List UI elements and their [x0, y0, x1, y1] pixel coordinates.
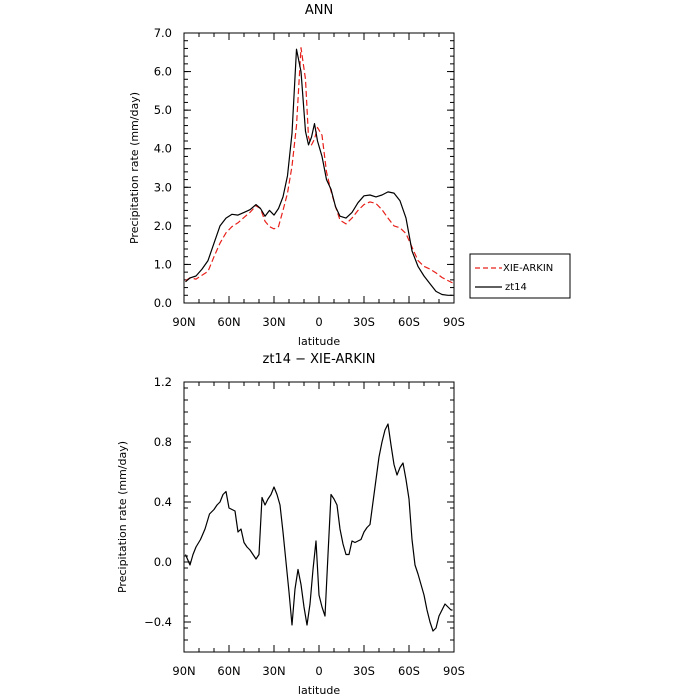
x-tick-label: 90N	[172, 315, 195, 329]
top-chart-title: ANN	[305, 3, 333, 18]
bottom-x-axis-label: latitude	[298, 684, 340, 697]
x-tick-label: 60N	[217, 664, 240, 678]
bottom-series-lines	[184, 423, 453, 632]
x-tick-label: 0	[315, 664, 322, 678]
y-tick-label: −0.4	[144, 615, 172, 629]
top-x-axis-label: latitude	[298, 335, 340, 348]
x-tick-label: 60S	[398, 664, 420, 678]
top-y-axis-label: Precipitation rate (mm/day)	[128, 92, 141, 244]
x-tick-label: 60N	[217, 315, 240, 329]
legend-label-zt14: zt14	[505, 282, 527, 293]
y-tick-label: 1.0	[154, 257, 172, 271]
series-line-xie-arkin	[185, 47, 453, 284]
x-tick-label: 30S	[353, 664, 375, 678]
x-tick-label: 60S	[398, 315, 420, 329]
legend: XIE-ARKIN zt14	[469, 253, 571, 299]
top-ticks	[183, 32, 455, 304]
y-tick-label: 5.0	[154, 103, 172, 117]
x-tick-label: 0	[315, 315, 322, 329]
top-tick-labels: 90N 60N 30N 0 30S 60S 90S 0.0 1.0 2.0 3.0 4.0 5.0 6.0…	[154, 26, 465, 329]
y-tick-label: 1.2	[154, 375, 172, 389]
y-tick-label: 0.4	[154, 495, 172, 509]
top-plot-frame	[183, 32, 455, 304]
bottom-chart-title: zt14 − XIE-ARKIN	[263, 352, 376, 367]
top-panel: ANN Precipitation rate (mm/day) latitude…	[128, 3, 465, 348]
series-line-zt14	[185, 48, 453, 296]
x-tick-label: 30N	[262, 664, 285, 678]
x-tick-label: 30S	[353, 315, 375, 329]
x-tick-label: 30N	[262, 315, 285, 329]
bottom-tick-labels: 90N 60N 30N 0 30S 60S 90S −0.4 0.0 0.4 0.8 1.2	[144, 375, 465, 678]
top-series-lines	[185, 47, 453, 296]
legend-label-xie-arkin: XIE-ARKIN	[503, 263, 553, 274]
x-tick-label: 90N	[172, 664, 195, 678]
x-tick-label: 90S	[443, 664, 465, 678]
y-tick-label: 6.0	[154, 65, 172, 79]
x-tick-label: 90S	[443, 315, 465, 329]
y-tick-label: 4.0	[154, 142, 172, 156]
y-tick-label: 2.0	[154, 219, 172, 233]
y-tick-label: 0.0	[154, 296, 172, 310]
y-tick-label: 7.0	[154, 26, 172, 40]
y-tick-label: 0.0	[154, 555, 172, 569]
bottom-y-axis-label: Precipitation rate (mm/day)	[116, 441, 129, 593]
series-line-difference	[184, 423, 453, 632]
bottom-plot-frame	[183, 381, 455, 653]
legend-box	[469, 253, 571, 299]
y-tick-label: 0.8	[154, 435, 172, 449]
bottom-panel: zt14 − XIE-ARKIN Precipitation rate (mm/…	[116, 352, 465, 697]
bottom-ticks	[183, 381, 455, 653]
y-tick-label: 3.0	[154, 180, 172, 194]
